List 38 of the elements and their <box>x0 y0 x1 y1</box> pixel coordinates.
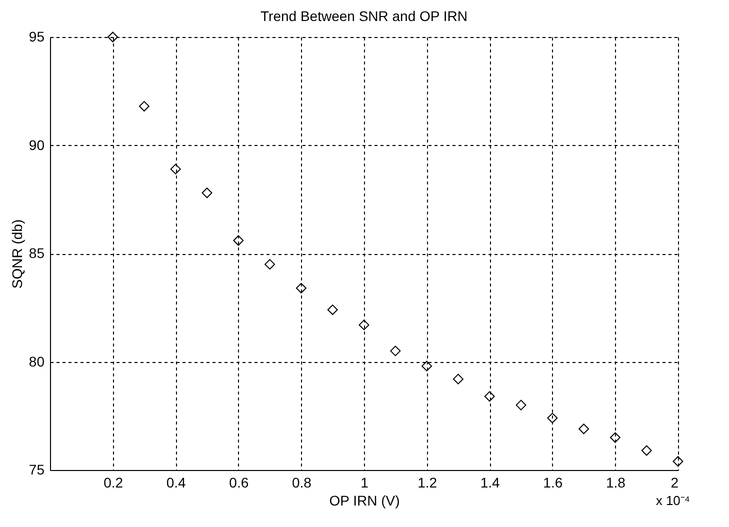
point <box>578 424 590 434</box>
x-tick-label: 0.4 <box>166 474 186 490</box>
point <box>641 445 652 456</box>
point <box>547 412 558 424</box>
x-axis-title: OP IRN (V) <box>329 492 400 508</box>
point <box>672 456 684 467</box>
x-tick-label: 1.6 <box>543 474 563 490</box>
x-tick-label: 1.4 <box>480 474 500 490</box>
x-tick-label: 1.8 <box>606 474 626 490</box>
x-tick-label: 0.6 <box>229 474 249 490</box>
point <box>170 164 181 174</box>
chart-title: Trend Between SNR and OP IRN <box>260 8 468 24</box>
point <box>390 346 401 356</box>
x-tick-label: 0.2 <box>104 474 124 490</box>
point <box>138 101 150 112</box>
text: x 10⁻⁴ <box>656 493 690 508</box>
point <box>422 360 432 372</box>
x-tick-label: 1.2 <box>418 474 438 490</box>
point <box>233 235 244 246</box>
y-axis-title: SQNR (db) <box>8 219 25 289</box>
y-tick-label: 80 <box>28 353 45 370</box>
point <box>484 391 495 402</box>
point <box>327 304 338 316</box>
y-tick-label: 95 <box>28 28 45 44</box>
point <box>358 320 370 330</box>
point <box>296 282 306 294</box>
point <box>516 400 526 410</box>
point <box>108 32 118 42</box>
x-tick-label: 1 <box>360 474 369 490</box>
y-tick-label: 85 <box>28 245 45 261</box>
y-tick-label: 90 <box>28 136 45 153</box>
x-tick-label: 0.8 <box>292 474 312 490</box>
point <box>202 188 212 198</box>
x-tick-label: 2 <box>670 474 679 490</box>
point <box>610 432 620 443</box>
y-tick-label: 75 <box>28 462 45 478</box>
point <box>264 259 276 270</box>
point <box>452 374 464 384</box>
